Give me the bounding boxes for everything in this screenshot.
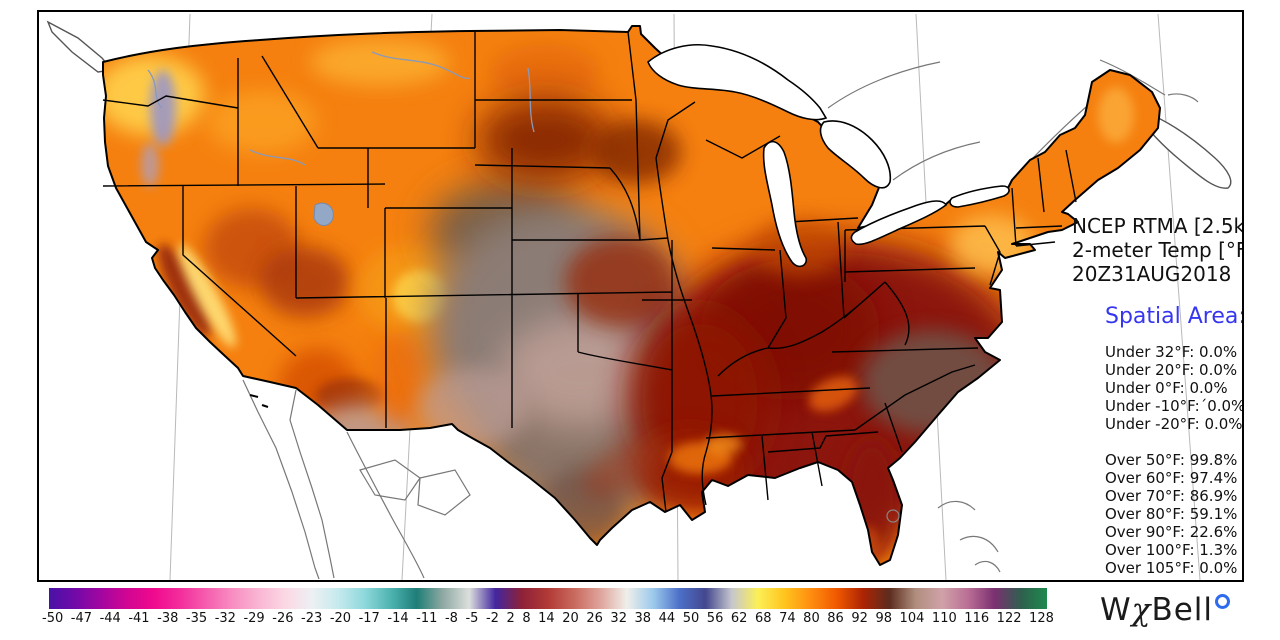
over-stat-line: Over 90°F: 22.6% (1105, 523, 1238, 541)
colorbar-tick-label: -11 (416, 611, 438, 626)
logo-degree-icon (1215, 593, 1231, 609)
colorbar-tick-label: -35 (185, 611, 208, 626)
colorbar-tick-label: -26 (272, 611, 294, 626)
colorbar-tick-label: 56 (706, 611, 724, 626)
rivers (147, 51, 535, 166)
colorbar-tick-label: -8 (444, 611, 458, 626)
colorbar-tick-label: 92 (851, 611, 868, 626)
colorbar-tick-label: 44 (658, 611, 676, 626)
colorbar-tick-label: 122 (996, 611, 1022, 626)
colorbar-tick-label: -47 (70, 611, 93, 626)
logo-bell: Bell (1151, 592, 1214, 628)
colorbar-tick-label: 98 (875, 611, 892, 626)
logo-w: W (1100, 592, 1132, 628)
colorbar-tick-label: 68 (754, 611, 772, 626)
colorbar-tick-label: 20 (562, 611, 579, 626)
colorbar-tick-label: 8 (522, 611, 531, 626)
colorbar-tick-label: -5 (465, 611, 479, 626)
state-boundaries (102, 31, 1077, 513)
us-coastline (102, 25, 1161, 566)
colorbar-tick-label: 80 (803, 611, 820, 626)
great-salt-lake (313, 202, 334, 226)
us-summary: United States: Avg: 81.9°F Min: 36.0°F M… (72, 534, 330, 580)
map-title: NCEP RTMA [2.5km]2-meter Temp [°F]20Z31A… (1072, 214, 1244, 286)
canada-mexico-outlines (46, 20, 1232, 189)
colorbar-tick-label: 2 (506, 611, 515, 626)
colorbar-tick-label: -2 (485, 611, 499, 626)
colorbar-tick-label: -50 (42, 611, 64, 626)
under-stat-line: Under 32°F: 0.0% (1105, 343, 1238, 361)
colorbar-tick-label: 62 (730, 611, 748, 626)
under-stat-line: Under -20°F: 0.0% (1105, 415, 1243, 433)
colorbar-tick-label: -38 (157, 611, 179, 626)
under-stat-line: Under 20°F: 0.0% (1105, 361, 1238, 379)
over-stat-line: Over 70°F: 86.9% (1105, 487, 1238, 505)
colorbar-tick-label: 38 (634, 611, 652, 626)
over-stat-line: Over 50°F: 99.8% (1105, 451, 1238, 469)
colorbar-tick-label: -41 (128, 611, 150, 626)
over-stat-line: Over 105°F: 0.0% (1105, 559, 1238, 577)
colorbar-tick-label: -23 (301, 611, 323, 626)
spatial-under-stats: Under 32°F: 0.0% Under 20°F: 0.0% Under 0°… (1105, 343, 1244, 433)
map-title-line: NCEP RTMA [2.5km] (1072, 214, 1244, 238)
colorbar-tick-label: -20 (329, 611, 352, 626)
under-stat-line: Under -10°F:´0.0% (1105, 397, 1244, 415)
over-stat-line: Over 80°F: 59.1% (1105, 505, 1238, 523)
over-stat-line: Over 60°F: 97.4% (1105, 469, 1238, 487)
colorbar-tick-label: 14 (538, 611, 555, 626)
colorbar-tick-label: -44 (99, 611, 121, 626)
great-lakes (647, 43, 1010, 268)
spatial-area-heading: Spatial Area: (1105, 304, 1244, 329)
under-stat-line: Under 0°F: 0.0% (1105, 379, 1228, 397)
temperature-shading (103, 26, 1160, 565)
weatherbell-logo: WχBell (1100, 592, 1231, 628)
colorbar-tick-label: -14 (387, 611, 409, 626)
colorbar-tick-label: 74 (779, 611, 796, 626)
map-title-line: 20Z31AUG2018 (1072, 262, 1232, 286)
spatial-over-stats: Over 50°F: 99.8% Over 60°F: 97.4% Over 70°… (1105, 451, 1237, 577)
colorbar-tick-label: 104 (899, 611, 925, 626)
logo-chi: χ (1131, 592, 1152, 628)
colorbar-tick-label: 110 (931, 611, 957, 626)
colorbar-tick-label: -29 (243, 611, 265, 626)
over-stat-line: Over 100°F: 1.3% (1105, 541, 1238, 559)
colorbar-tick-label: 128 (1029, 611, 1054, 626)
map-frame: NCEP RTMA [2.5km]2-meter Temp [°F]20Z31A… (37, 10, 1244, 582)
colorbar-tick-label: 86 (827, 611, 844, 626)
temperature-colorbar (49, 588, 1047, 609)
colorbar-tick-label: -32 (214, 611, 236, 626)
colorbar-tick-labels: -50 -47 -44 -41 -38 -35 -32 -29 -26 -23 -20 -17 -14-… (42, 611, 1054, 627)
map-title-line: 2-meter Temp [°F] (1072, 238, 1244, 262)
colorbar-tick-label: 50 (682, 611, 700, 626)
colorbar-tick-label: -17 (358, 611, 380, 626)
colorbar-tick-label: 116 (964, 611, 990, 626)
colorbar-tick-label: 26 (586, 611, 603, 626)
channel-islands (249, 394, 269, 408)
colorbar-tick-label: 32 (610, 611, 627, 626)
us-temperature-map (46, 13, 1232, 580)
lake-okeechobee (886, 509, 900, 523)
